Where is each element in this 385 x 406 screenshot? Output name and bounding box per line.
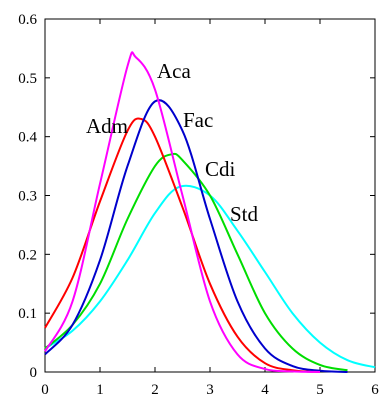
series-line-fac [44, 99, 348, 373]
series-label-adm: Adm [86, 114, 128, 138]
x-tick-label: 4 [261, 382, 269, 398]
series-line-cdi [44, 152, 348, 372]
x-tick-label: 5 [316, 382, 324, 398]
y-tick-label: 0.4 [18, 130, 37, 146]
y-tick-label: 0.6 [18, 12, 37, 28]
y-tick-label: 0.3 [18, 189, 37, 205]
y-tick-label: 0 [30, 365, 38, 381]
x-tick-label: 3 [206, 382, 214, 398]
series-label-aca: Aca [157, 59, 191, 83]
y-tick-label: 0.1 [18, 306, 37, 322]
x-tick-label: 6 [371, 382, 379, 398]
x-tick-label: 2 [151, 382, 159, 398]
series-label-std: Std [230, 202, 259, 226]
x-tick-label: 1 [96, 382, 104, 398]
series-label-fac: Fac [183, 108, 213, 132]
plot-area: 0 1 2 3 4 5 6 0 0.1 0.2 0.3 0.4 0.5 0.6 Aca Adm Fac Cdi St… [18, 12, 379, 398]
y-tick-label: 0.2 [18, 247, 37, 263]
series-line-adm [44, 117, 321, 373]
x-tick-label: 0 [41, 382, 49, 398]
series-label-cdi: Cdi [205, 157, 236, 181]
series-line-aca [44, 51, 321, 373]
y-tick-label: 0.5 [18, 71, 37, 87]
